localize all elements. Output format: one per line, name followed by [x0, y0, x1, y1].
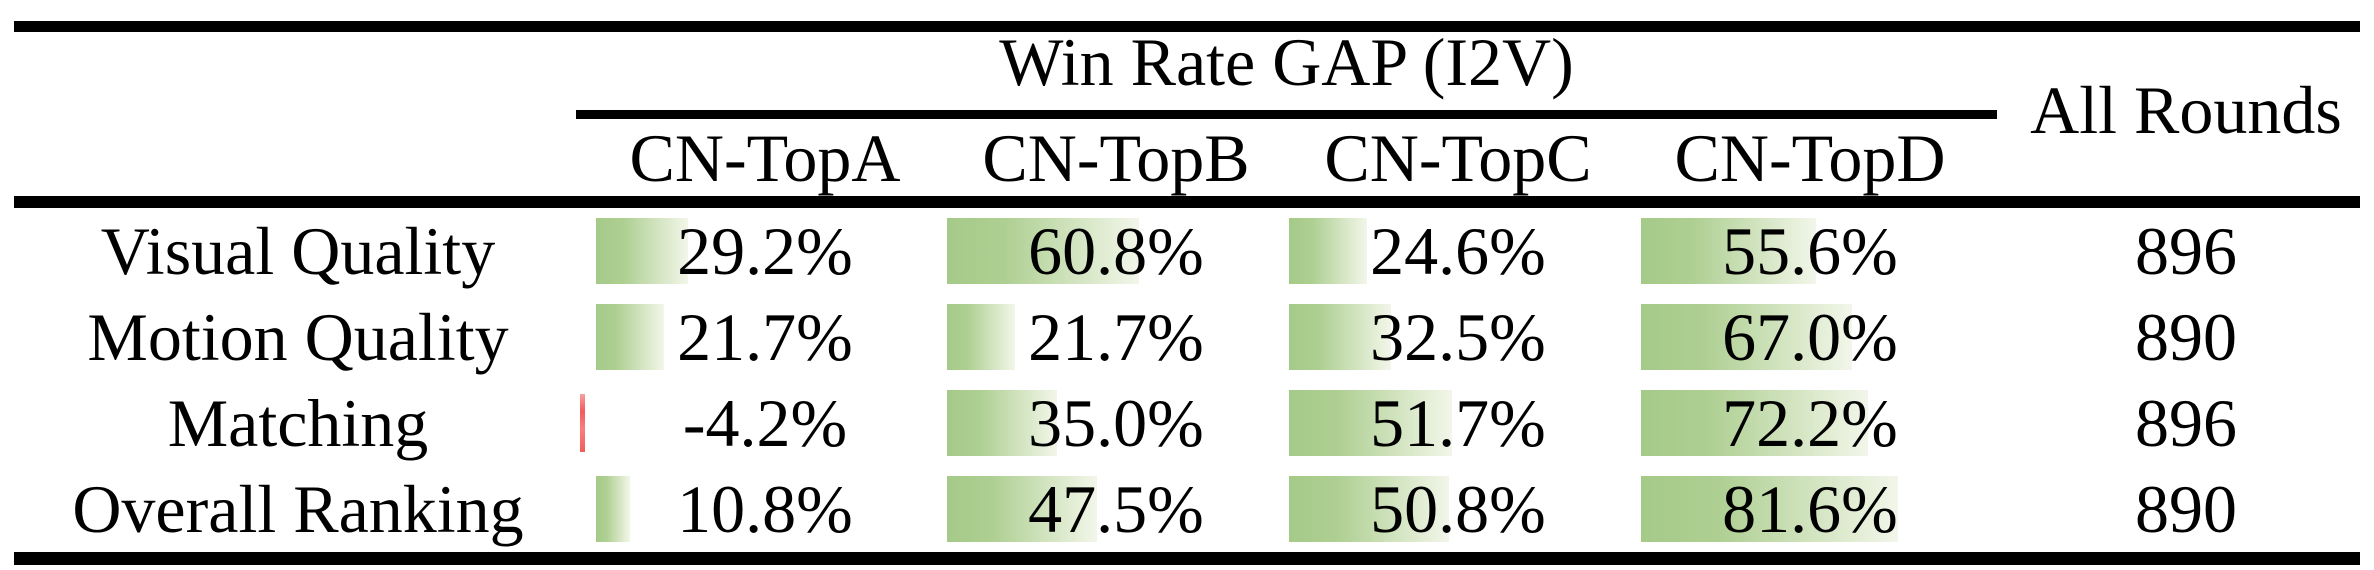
win-rate-cell: -4.2%	[580, 380, 940, 466]
row-label: Motion Quality	[87, 299, 509, 375]
win-rate-value: 21.7%	[1028, 299, 1204, 375]
all-rounds-value: 890	[2135, 471, 2237, 547]
data-bar	[1289, 218, 1367, 284]
data-bar	[596, 476, 630, 542]
win-rate-cell: 21.7%	[941, 294, 1291, 380]
win-rate-value: 29.2%	[677, 213, 853, 289]
win-rate-cell: 10.8%	[590, 466, 940, 552]
win-rate-value: 47.5%	[1028, 471, 1204, 547]
data-bar	[1641, 304, 1852, 370]
win-rate-cell: 35.0%	[941, 380, 1291, 466]
data-bar	[1641, 476, 1898, 542]
data-bar	[947, 476, 1097, 542]
table-rule-top	[14, 21, 2360, 32]
win-rate-value: 10.8%	[677, 471, 853, 547]
win-rate-value: -4.2%	[682, 385, 848, 461]
data-bar	[947, 304, 1016, 370]
win-rate-value: 67.0%	[1722, 299, 1898, 375]
win-rate-cell: 32.5%	[1283, 294, 1633, 380]
win-rate-cell: 55.6%	[1635, 208, 1985, 294]
data-bar	[596, 304, 665, 370]
win-rate-cell: 50.8%	[1283, 466, 1633, 552]
data-bar	[1289, 390, 1452, 456]
data-bar	[947, 390, 1058, 456]
win-rate-value: 55.6%	[1722, 213, 1898, 289]
row-label: Matching	[167, 385, 429, 461]
column-header-cn-topb: CN-TopB	[982, 120, 1250, 196]
row-label: Overall Ranking	[72, 471, 524, 547]
data-bar	[1289, 304, 1392, 370]
win-rate-value: 35.0%	[1028, 385, 1204, 461]
win-rate-value: 24.6%	[1370, 213, 1546, 289]
win-rate-cell: 67.0%	[1635, 294, 1985, 380]
win-rate-value: 60.8%	[1028, 213, 1204, 289]
table-row: Matching -4.2% 35.0% 51.7% 72.2% 896	[0, 380, 2374, 466]
win-rate-value: 81.6%	[1722, 471, 1898, 547]
data-bar	[1641, 218, 1817, 284]
column-header-cn-topc: CN-TopC	[1324, 120, 1592, 196]
column-header-cn-topd: CN-TopD	[1674, 120, 1946, 196]
row-label: Visual Quality	[100, 213, 496, 289]
win-rate-value: 51.7%	[1370, 385, 1546, 461]
table-rule-bottom	[14, 552, 2360, 565]
negative-data-bar	[580, 394, 585, 452]
table-row: Overall Ranking 10.8% 47.5% 50.8% 81.6% …	[0, 466, 2374, 552]
table-row: Motion Quality 21.7% 21.7% 32.5% 67.0% 8…	[0, 294, 2374, 380]
win-rate-cell: 47.5%	[941, 466, 1291, 552]
win-rate-cell: 29.2%	[590, 208, 940, 294]
all-rounds-value: 890	[2135, 299, 2237, 375]
table-rule-under-header	[14, 196, 2360, 208]
all-rounds-value: 896	[2135, 213, 2237, 289]
win-rate-cell: 21.7%	[590, 294, 940, 380]
table-rule-under-title	[576, 110, 1997, 119]
data-bar	[947, 218, 1139, 284]
data-bar	[1289, 476, 1449, 542]
win-rate-value: 21.7%	[677, 299, 853, 375]
data-bar	[596, 218, 688, 284]
column-header-cn-topa: CN-TopA	[629, 120, 901, 196]
table-row: Visual Quality 29.2% 60.8% 24.6% 55.6% 8…	[0, 208, 2374, 294]
win-rate-value: 32.5%	[1370, 299, 1546, 375]
win-rate-cell: 81.6%	[1635, 466, 1985, 552]
win-rate-value: 72.2%	[1722, 385, 1898, 461]
win-rate-cell: 72.2%	[1635, 380, 1985, 466]
win-rate-value: 50.8%	[1370, 471, 1546, 547]
win-rate-cell: 24.6%	[1283, 208, 1633, 294]
win-rate-cell: 60.8%	[941, 208, 1291, 294]
data-bar	[1641, 390, 1869, 456]
all-rounds-value: 896	[2135, 385, 2237, 461]
column-header-all-rounds: All Rounds	[2030, 72, 2342, 148]
table-title: Win Rate GAP (I2V)	[999, 24, 1574, 100]
win-rate-cell: 51.7%	[1283, 380, 1633, 466]
